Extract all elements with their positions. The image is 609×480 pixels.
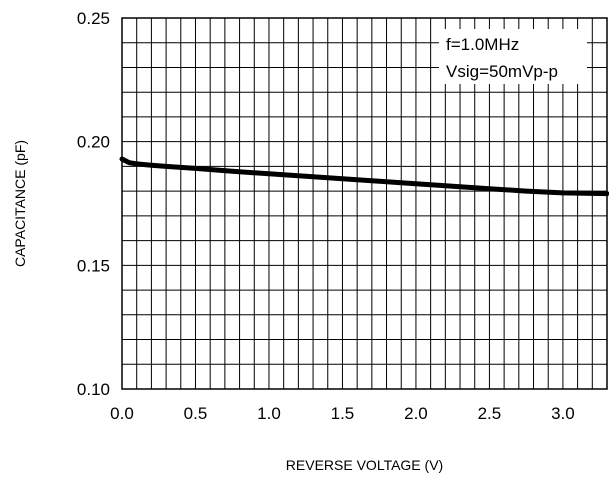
y-tick-labels: 0.10 0.15 0.20 0.25 — [77, 9, 110, 399]
x-tick-label: 0.5 — [184, 404, 208, 423]
y-tick-label: 0.10 — [77, 380, 110, 399]
y-tick-label: 0.20 — [77, 133, 110, 152]
annotation-box — [439, 29, 587, 84]
x-tick-label: 2.0 — [404, 404, 428, 423]
series-line — [119, 156, 609, 197]
y-tick-label: 0.25 — [77, 9, 110, 28]
y-tick-label: 0.15 — [77, 256, 110, 275]
y-axis-label: CAPACITANCE (pF) — [12, 140, 28, 267]
x-tick-label: 3.0 — [551, 404, 575, 423]
plot-frame — [121, 17, 608, 390]
x-tick-label: 1.5 — [331, 404, 355, 423]
x-tick-label: 2.5 — [478, 404, 502, 423]
x-axis-label: REVERSE VOLTAGE (V) — [286, 457, 443, 473]
x-tick-label: 1.0 — [257, 404, 281, 423]
x-tick-labels: 0.0 0.5 1.0 1.5 2.0 2.5 3.0 — [110, 404, 575, 423]
x-tick-label: 0.0 — [110, 404, 134, 423]
annotation-frequency: f=1.0MHz — [446, 35, 519, 54]
annotation-signal-level: Vsig=50mVp-p — [446, 62, 558, 81]
